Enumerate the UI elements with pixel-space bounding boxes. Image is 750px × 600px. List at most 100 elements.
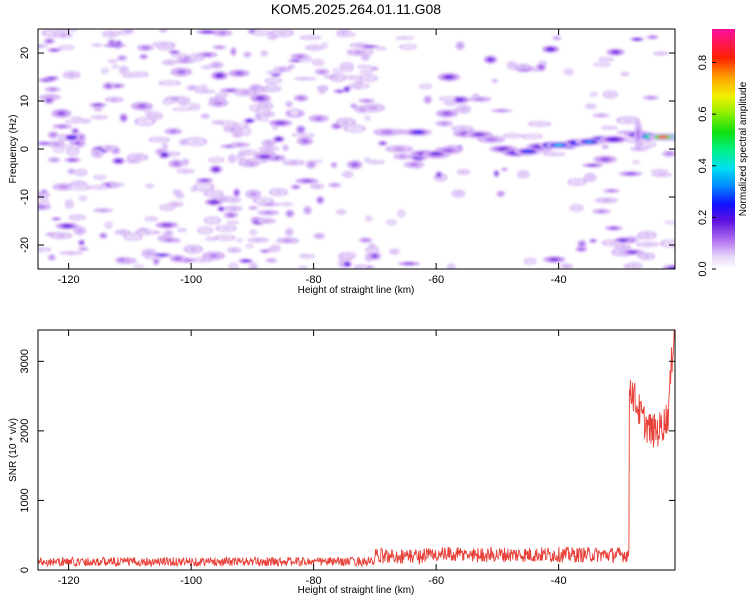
spectrogram-noise-patch — [242, 91, 249, 94]
spectrogram-noise-patch — [293, 111, 296, 114]
snr-background — [38, 330, 675, 570]
spectrogram-noise-patch — [147, 252, 151, 255]
spectrogram-noise-patch — [135, 73, 141, 76]
spectrogram-noise-patch — [346, 173, 350, 176]
spectrogram-noise-patch — [580, 242, 584, 246]
spectrogram-noise-patch — [43, 200, 46, 203]
spectrogram-noise-patch — [579, 248, 583, 250]
spectrogram-noise-patch — [393, 250, 396, 253]
spectrogram-noise-patch — [59, 125, 65, 128]
spectrogram-noise-patch — [405, 46, 411, 48]
spectrogram-noise-patch — [370, 106, 377, 109]
spectrogram-noise-patch — [592, 240, 595, 242]
spectrogram-noise-patch — [323, 44, 326, 47]
spectrogram-noise-patch — [55, 218, 58, 220]
spectrogram-noise-patch — [263, 117, 266, 120]
spectrogram-noise-patch — [231, 157, 234, 160]
spectrogram-noise-patch — [38, 45, 41, 47]
spectrogram-noise-patch — [51, 133, 55, 136]
spectrogram-noise-patch — [349, 51, 352, 54]
y-tick-label: -20 — [19, 237, 31, 253]
spectrogram-noise-patch — [160, 43, 167, 45]
spectrogram-noise-patch — [219, 31, 225, 34]
spectrogram-noise-patch — [139, 105, 145, 108]
spectrogram-noise-patch — [107, 85, 111, 87]
colorbar-tick-label: 0.4 — [697, 158, 709, 173]
spectrogram-noise-patch — [214, 64, 219, 66]
spectrogram-noise-patch — [303, 180, 310, 182]
spectrogram-noise-patch — [155, 260, 158, 263]
spectrogram-noise-patch — [258, 97, 264, 100]
spectrogram-noise-patch — [426, 98, 429, 101]
spectrogram-noise-patch — [316, 160, 320, 162]
spectrogram-noise-patch — [444, 112, 450, 115]
spectrogram-noise-patch — [503, 168, 506, 170]
spectrogram-noise-patch — [60, 185, 66, 188]
spectrogram-noise-patch — [406, 263, 412, 265]
spectrogram-noise-patch — [166, 239, 173, 241]
spectrogram-noise-patch — [356, 44, 361, 46]
spectrogram-noise-patch — [50, 31, 57, 35]
spectrogram-noise-patch — [231, 199, 236, 201]
spectrogram-noise-patch — [203, 229, 208, 232]
spectrogram-noise-patch — [239, 155, 242, 158]
spectrogram-noise-patch — [333, 184, 337, 186]
spectrogram-noise-patch — [205, 66, 209, 68]
spectrogram-noise-patch — [230, 128, 235, 130]
spectrogram-noise-patch — [232, 265, 235, 268]
spectrogram-noise-patch — [565, 265, 569, 268]
spectrogram-noise-patch — [277, 122, 284, 124]
spectrogram-noise-patch — [261, 155, 268, 158]
spectrogram-noise-patch — [217, 46, 222, 48]
spectrogram-noise-patch — [659, 174, 665, 176]
spectrogram-noise-patch — [263, 250, 267, 252]
spectrogram-noise-patch — [446, 76, 452, 79]
spectrogram-noise-patch — [184, 161, 187, 163]
spectrogram-noise-patch — [459, 127, 466, 130]
spectrogram-noise-patch — [598, 114, 604, 116]
spectrogram-noise-patch — [269, 259, 273, 262]
spectrogram-x-ticks: -120 -100 -80 -60 -40 — [58, 29, 567, 286]
spectrogram-noise-patch — [366, 117, 369, 119]
spectrogram-noise-patch — [261, 110, 265, 112]
spectrogram-noise-patch — [76, 186, 82, 189]
spectrogram-noise-patch — [120, 231, 125, 234]
snr-y-ticks: 0 1000 2000 3000 — [19, 349, 675, 573]
spectrogram-noise-patch — [68, 146, 74, 148]
spectrogram-noise-patch — [163, 224, 170, 226]
spectrogram-noise-patch — [247, 120, 251, 122]
spectrogram-noise-patch — [95, 104, 100, 106]
spectrogram-noise-patch — [510, 64, 514, 67]
spectrogram-noise-patch — [668, 242, 674, 245]
spectrogram-noise-patch — [75, 216, 80, 219]
spectrogram-noise-patch — [252, 265, 255, 269]
spectrogram-noise-patch — [339, 211, 343, 213]
spectrogram-noise-patch — [116, 160, 121, 162]
spectrogram-noise-patch — [263, 52, 266, 55]
spectrogram-noise-patch — [458, 44, 462, 47]
spectrogram-noise-patch — [79, 171, 83, 174]
y-tick-label: 2000 — [19, 419, 31, 443]
spectrogram-noise-patch — [551, 153, 557, 155]
spectrogram-noise-patch — [260, 199, 266, 202]
spectrogram-signal-band — [610, 138, 618, 141]
spectrogram-noise-patch — [180, 229, 182, 231]
spectrogram-noise-patch — [220, 198, 227, 200]
spectrogram-noise-patch — [52, 49, 57, 51]
spectrogram-noise-patch — [111, 98, 117, 101]
spectrogram-noise-patch — [333, 164, 335, 166]
spectrogram-noise-patch — [95, 44, 99, 46]
spectrogram-noise-patch — [204, 54, 210, 56]
spectrogram-noise-patch — [257, 115, 260, 118]
spectrogram-noise-patch — [134, 156, 141, 159]
spectrogram-noise-patch — [43, 191, 46, 193]
spectrogram-noise-patch — [644, 255, 649, 258]
spectrogram-noise-patch — [302, 78, 308, 80]
spectrogram-noise-patch — [231, 222, 235, 224]
spectrogram-noise-patch — [574, 181, 580, 183]
spectrogram-noise-patch — [209, 238, 213, 240]
spectrogram-noise-patch — [364, 100, 369, 102]
spectrogram-noise-patch — [351, 127, 358, 130]
